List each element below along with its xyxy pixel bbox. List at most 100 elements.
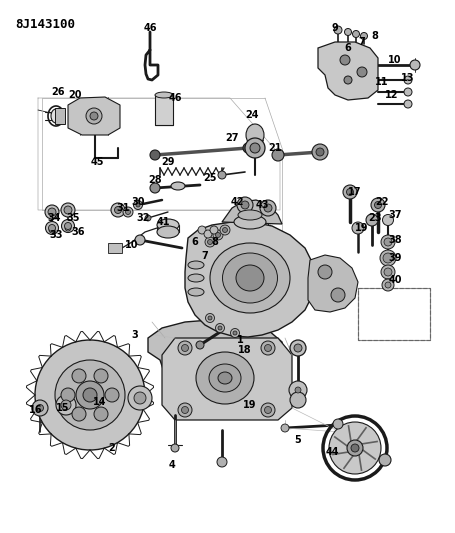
Ellipse shape [155,92,173,98]
Circle shape [178,403,192,417]
Text: 8: 8 [372,31,379,41]
Text: 14: 14 [93,397,107,407]
Circle shape [347,189,354,196]
Bar [358,288,430,340]
Text: 36: 36 [71,227,85,237]
Circle shape [196,341,204,349]
Circle shape [133,200,142,209]
Text: 27: 27 [225,133,239,143]
Circle shape [381,235,395,249]
Circle shape [380,250,396,266]
Ellipse shape [157,226,179,238]
Text: 22: 22 [375,197,389,207]
Ellipse shape [188,288,204,296]
Text: 33: 33 [49,230,63,240]
Circle shape [410,60,420,70]
Circle shape [61,220,75,232]
Text: 29: 29 [161,157,175,167]
Circle shape [290,392,306,408]
Circle shape [145,215,151,221]
Circle shape [241,201,249,209]
Circle shape [171,444,179,452]
Circle shape [150,183,160,193]
Text: 17: 17 [348,187,362,197]
Text: 4: 4 [169,460,175,470]
Text: 46: 46 [168,93,182,103]
Polygon shape [222,200,282,224]
Circle shape [111,203,125,217]
Circle shape [384,268,392,276]
Ellipse shape [210,243,290,313]
Circle shape [360,33,368,39]
Circle shape [49,224,56,231]
Circle shape [381,265,395,279]
Circle shape [76,381,104,409]
Text: 2: 2 [109,443,116,453]
Circle shape [182,344,188,351]
Bar [358,288,430,340]
Circle shape [329,422,381,474]
Circle shape [46,222,59,235]
Circle shape [49,227,55,233]
Circle shape [344,28,352,36]
Circle shape [374,201,381,208]
Circle shape [344,76,352,84]
Circle shape [290,340,306,356]
Text: 32: 32 [136,213,150,223]
Circle shape [404,100,412,108]
Text: 16: 16 [29,405,43,415]
Circle shape [245,138,265,158]
Circle shape [382,279,394,291]
Circle shape [347,440,363,456]
Text: 41: 41 [156,217,170,227]
Circle shape [351,444,359,452]
Ellipse shape [246,124,264,146]
Circle shape [48,208,56,216]
Bar [55,108,65,124]
Circle shape [204,230,212,238]
Circle shape [35,340,145,450]
Text: 18: 18 [238,345,252,355]
Circle shape [384,238,392,246]
Ellipse shape [171,182,185,190]
Text: 43: 43 [255,200,269,210]
Circle shape [115,206,121,214]
Circle shape [353,30,359,37]
Text: 31: 31 [116,203,130,213]
Circle shape [261,341,275,355]
Circle shape [383,253,393,263]
Text: 8: 8 [212,237,218,247]
Circle shape [182,407,188,414]
Ellipse shape [188,261,204,269]
Ellipse shape [51,109,61,123]
Circle shape [72,369,86,383]
Text: 39: 39 [388,253,402,263]
Circle shape [312,144,328,160]
Circle shape [333,419,343,429]
Circle shape [90,112,98,120]
Circle shape [295,387,301,393]
Text: 40: 40 [388,275,402,285]
Circle shape [357,67,367,77]
Circle shape [383,214,394,225]
Polygon shape [162,338,292,420]
Circle shape [64,206,72,214]
Text: 35: 35 [66,213,80,223]
Circle shape [316,148,324,156]
Text: 8J143100: 8J143100 [15,18,75,31]
Text: 46: 46 [143,23,157,33]
Circle shape [206,313,214,322]
Text: 21: 21 [268,143,282,153]
Circle shape [289,381,307,399]
Circle shape [218,326,222,330]
Circle shape [218,171,226,179]
Text: 3: 3 [131,330,138,340]
Text: 1: 1 [237,335,243,345]
Circle shape [264,204,272,212]
Polygon shape [68,97,120,135]
Text: 10: 10 [125,240,139,250]
Ellipse shape [218,372,232,384]
Text: 6: 6 [344,43,351,53]
Text: 5: 5 [295,435,301,445]
Text: 26: 26 [51,87,65,97]
